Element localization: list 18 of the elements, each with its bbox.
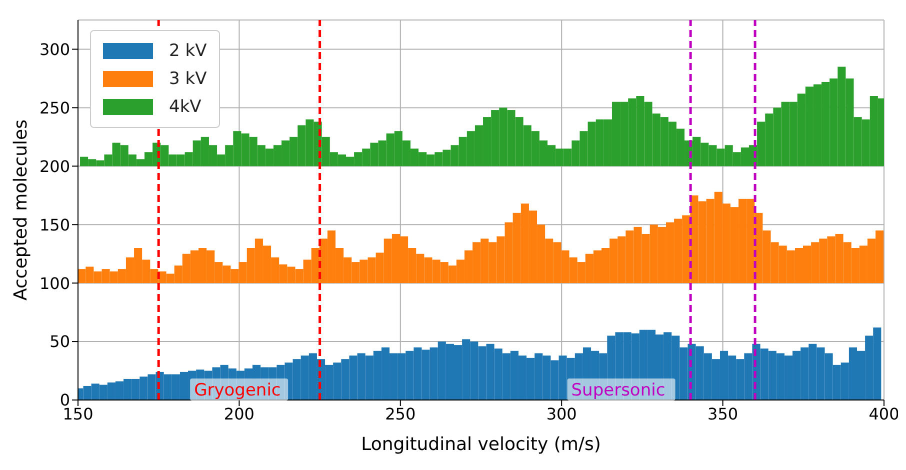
x-tick-label: 400 — [868, 404, 900, 424]
legend-label: 2 kV — [169, 41, 207, 61]
x-tick-label: 350 — [708, 404, 738, 424]
legend-label: 3 kV — [169, 69, 207, 89]
x-tick-label: 200 — [224, 404, 254, 424]
y-tick-label: 150 — [39, 215, 70, 234]
y-tick-label: 200 — [39, 156, 70, 176]
legend-label: 4kV — [169, 97, 202, 117]
y-tick-label: 50 — [50, 332, 70, 352]
y-tick-label: 300 — [39, 40, 70, 59]
y-tick-label: 250 — [39, 98, 70, 118]
x-tick-label: 300 — [546, 404, 577, 424]
x-axis-title: Longitudinal velocity (m/s) — [361, 434, 601, 455]
y-tick-label: 100 — [39, 274, 70, 293]
annotation: Gryogenic — [194, 380, 281, 400]
annotation: Supersonic — [571, 380, 666, 400]
x-tick-label: 250 — [385, 404, 416, 424]
y-axis-title: Accepted molecules — [10, 120, 32, 300]
